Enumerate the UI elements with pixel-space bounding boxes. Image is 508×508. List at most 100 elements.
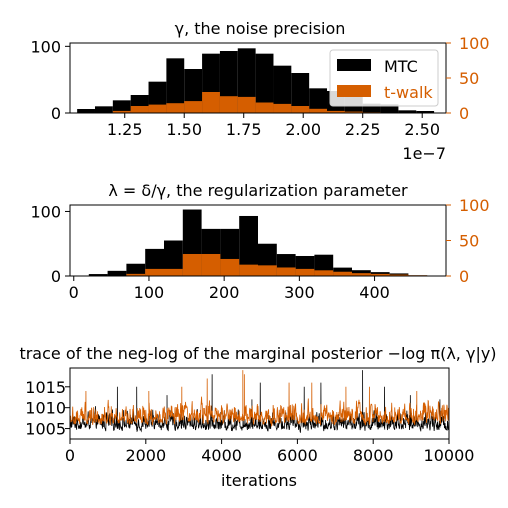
panel2-right-ticks: 0 50 100 xyxy=(446,196,490,286)
histogram-bar-twalk xyxy=(237,96,256,113)
histogram-bar-mtc xyxy=(362,103,381,113)
histogram-bar-twalk xyxy=(220,258,240,276)
x-tick-label: 1.75 xyxy=(226,120,262,139)
trace-line-twalk xyxy=(70,370,449,427)
histogram-bar-twalk xyxy=(389,274,409,276)
y-tick-label-left: 100 xyxy=(30,37,61,56)
panel3-frame xyxy=(69,367,450,440)
x-tick-label: 10000 xyxy=(424,446,475,465)
x-tick-label: 1.50 xyxy=(166,120,202,139)
histogram-bar-mtc xyxy=(94,106,113,113)
y-tick-label-right: 50 xyxy=(459,232,479,251)
histogram-bar-twalk xyxy=(258,265,277,276)
histogram-bar-twalk xyxy=(276,267,296,276)
panel2-x-ticks: 0 100 200 300 400 xyxy=(69,276,390,302)
histogram-bar-mtc xyxy=(273,65,292,113)
y-tick-label-left: 0 xyxy=(51,267,61,286)
histogram-bar-twalk xyxy=(344,111,363,113)
histogram-bar-twalk xyxy=(314,270,334,276)
panel1-left-ticks: 0 100 xyxy=(30,37,70,123)
histogram-bar-twalk xyxy=(309,108,328,113)
histogram-bar-twalk xyxy=(255,102,274,113)
histogram-bar-twalk xyxy=(184,101,203,113)
legend-label-mtc: MTC xyxy=(384,57,418,76)
x-tick-label: 0 xyxy=(69,283,79,302)
histogram-bar-twalk xyxy=(148,104,167,113)
panel2-bars xyxy=(88,209,428,276)
histogram-bar-mtc xyxy=(380,104,399,113)
histogram-bar-twalk xyxy=(145,268,164,276)
x-tick-label: 200 xyxy=(209,283,240,302)
panel-trace: trace of the neg-log of the marginal pos… xyxy=(19,344,496,490)
y-tick-label: 1005 xyxy=(25,420,66,439)
histogram-bar-twalk xyxy=(201,253,221,276)
histogram-bar-mtc xyxy=(237,48,256,113)
y-tick-label-right: 100 xyxy=(459,34,490,53)
trace-line-mtc xyxy=(70,370,449,433)
x-tick-label: 1.25 xyxy=(107,120,143,139)
histogram-bar-mtc xyxy=(239,215,258,276)
panel2-left-ticks: 0 100 xyxy=(30,202,70,286)
panel3-y-ticks: 1005 1010 1015 xyxy=(25,378,70,439)
histogram-bar-mtc xyxy=(398,110,417,113)
x-tick-label: 0 xyxy=(65,446,75,465)
histogram-bar-mtc xyxy=(255,53,274,113)
histogram-bar-mtc xyxy=(107,270,127,276)
histogram-bar-mtc xyxy=(166,58,185,113)
legend-swatch-twalk xyxy=(337,85,371,97)
histogram-bar-twalk xyxy=(295,268,315,276)
histogram-bar-twalk xyxy=(352,273,371,276)
panel1-legend: MTC t-walk xyxy=(329,49,439,107)
histogram-bar-twalk xyxy=(239,264,258,276)
histogram-bar-twalk xyxy=(126,273,146,276)
y-tick-label-right: 0 xyxy=(459,104,469,123)
x-tick-label: 6000 xyxy=(277,446,318,465)
panel1-right-ticks: 0 50 100 xyxy=(446,34,490,123)
panel3-xlabel: iterations xyxy=(221,471,297,490)
x-tick-label: 2.25 xyxy=(345,120,381,139)
panel2-title: λ = δ/γ, the regularization parameter xyxy=(108,181,408,200)
legend-label-twalk: t-walk xyxy=(384,83,433,102)
y-tick-label-left: 0 xyxy=(51,104,61,123)
histogram-bar-twalk xyxy=(182,253,202,276)
histogram-bar-mtc xyxy=(352,270,371,276)
x-tick-label: 2.00 xyxy=(285,120,321,139)
x-tick-label: 100 xyxy=(134,283,165,302)
y-tick-label-right: 100 xyxy=(459,196,490,215)
histogram-bar-twalk xyxy=(219,96,238,113)
legend-swatch-mtc xyxy=(337,59,371,71)
panel1-title: γ, the noise precision xyxy=(175,19,346,38)
histogram-bar-twalk xyxy=(166,103,185,113)
panel-noise-precision: γ, the noise precision 1.25 1.50 1.75 2.00 2… xyxy=(30,19,489,163)
histogram-bar-twalk xyxy=(202,92,220,113)
histogram-bar-mtc xyxy=(126,263,146,276)
histogram-bar-twalk xyxy=(164,268,183,276)
panel3-lines xyxy=(70,370,449,433)
histogram-bar-twalk xyxy=(333,271,352,276)
histogram-bar-twalk xyxy=(130,106,149,113)
y-tick-label-right: 50 xyxy=(459,69,479,88)
y-tick-label-right: 0 xyxy=(459,267,469,286)
panel1-x-ticks: 1.25 1.50 1.75 2.00 2.25 2.50 xyxy=(107,113,440,139)
histogram-bar-mtc xyxy=(112,100,131,113)
x-tick-label: 4000 xyxy=(201,446,242,465)
x-tick-label: 300 xyxy=(284,283,315,302)
histogram-bar-mtc xyxy=(164,240,183,276)
panel-regularization: λ = δ/γ, the regularization parameter 0 1… xyxy=(30,181,489,302)
histogram-bar-mtc xyxy=(291,73,310,113)
panel3-title: trace of the neg-log of the marginal pos… xyxy=(19,344,496,363)
histogram-bar-mtc xyxy=(77,109,95,113)
histogram-bar-twalk xyxy=(370,273,390,276)
histogram-bar-mtc xyxy=(416,111,435,113)
histogram-bar-twalk xyxy=(291,106,310,113)
histogram-bar-mtc xyxy=(88,274,108,276)
y-tick-label-left: 100 xyxy=(30,202,61,221)
histogram-bar-mtc xyxy=(309,88,328,113)
histogram-bar-twalk xyxy=(327,110,345,113)
y-tick-label: 1015 xyxy=(25,378,66,397)
x-tick-label: 2.50 xyxy=(404,120,440,139)
histogram-bar-twalk xyxy=(273,103,292,113)
x-tick-label: 2000 xyxy=(125,446,166,465)
x-tick-label: 400 xyxy=(359,283,390,302)
